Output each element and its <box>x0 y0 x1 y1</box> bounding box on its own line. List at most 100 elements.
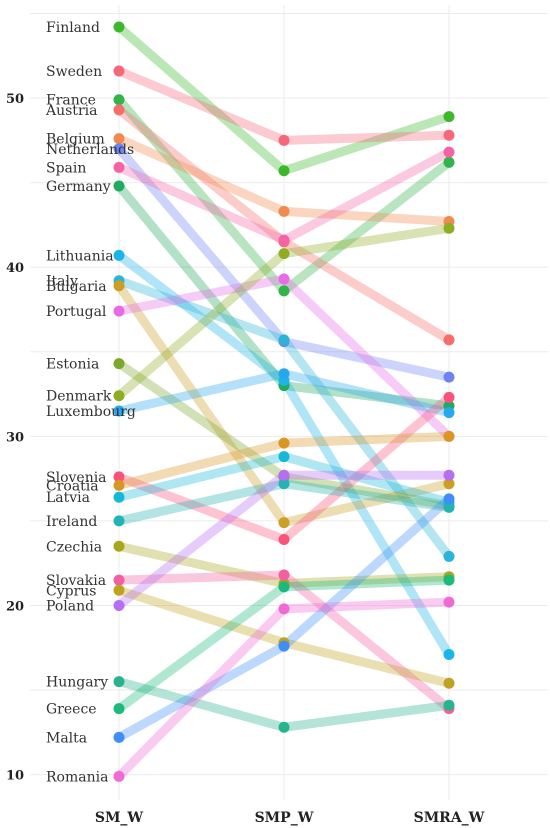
y-tick-label: 40 <box>6 261 24 276</box>
data-point <box>113 280 125 292</box>
y-tick-label: 30 <box>6 430 24 445</box>
data-point <box>443 649 455 661</box>
data-point <box>113 479 125 491</box>
country-label: Romania <box>46 769 108 785</box>
data-point <box>278 205 290 217</box>
country-label: Spain <box>46 160 86 176</box>
data-point <box>278 640 290 652</box>
y-tick-label: 20 <box>6 599 24 614</box>
data-point <box>443 407 455 419</box>
country-label: Belgium <box>46 132 105 148</box>
country-label: Denmark <box>46 389 112 405</box>
data-point <box>443 493 455 505</box>
country-label: Hungary <box>46 675 108 691</box>
country-label: Lithuania <box>46 248 114 264</box>
data-point <box>278 603 290 615</box>
data-point <box>113 21 125 33</box>
data-point <box>278 451 290 463</box>
country-label: Croatia <box>46 478 99 494</box>
data-point <box>278 478 290 490</box>
data-point <box>278 368 290 380</box>
data-point <box>113 515 125 527</box>
country-label: Czechia <box>46 539 102 555</box>
country-label: Austria <box>45 103 97 119</box>
y-tick-label: 50 <box>6 92 24 107</box>
data-point <box>113 584 125 596</box>
country-label: Latvia <box>46 490 90 506</box>
x-tick-label: SMRA_W <box>414 810 485 826</box>
country-label: Slovakia <box>46 573 106 589</box>
data-point <box>443 334 455 346</box>
data-point <box>113 161 125 173</box>
data-point <box>113 599 125 611</box>
data-point <box>278 469 290 481</box>
series-points <box>113 21 455 782</box>
country-label: Greece <box>46 702 97 718</box>
data-point <box>443 156 455 168</box>
data-point <box>278 721 290 733</box>
data-point <box>443 111 455 123</box>
country-label: Germany <box>46 179 111 195</box>
country-label: Bulgaria <box>46 279 107 295</box>
data-point <box>278 334 290 346</box>
data-point <box>113 104 125 116</box>
country-label: Finland <box>46 20 100 36</box>
data-point <box>443 501 455 513</box>
data-point <box>278 134 290 146</box>
data-point <box>443 699 455 711</box>
country-label: Slovenia <box>46 470 107 486</box>
data-point <box>113 65 125 77</box>
x-tick-label: SM_W <box>95 810 144 826</box>
data-point <box>278 569 290 581</box>
data-point <box>443 430 455 442</box>
data-point <box>113 305 125 317</box>
data-point <box>278 248 290 260</box>
country-label: Cyprus <box>46 583 96 599</box>
data-point <box>113 133 125 145</box>
data-point <box>113 390 125 402</box>
axis-labels: 10 20 30 40 50 SM_W SMP_W SMRA_W <box>6 92 485 826</box>
data-point <box>278 285 290 297</box>
data-point <box>113 405 125 417</box>
data-point <box>113 249 125 261</box>
data-point <box>443 129 455 141</box>
data-point <box>278 165 290 177</box>
country-label: Estonia <box>46 357 99 373</box>
data-point <box>113 471 125 483</box>
data-point <box>443 478 455 490</box>
data-point <box>443 469 455 481</box>
country-label: Italy <box>46 274 78 290</box>
country-label: Malta <box>46 730 87 746</box>
data-point <box>443 677 455 689</box>
data-point <box>113 676 125 688</box>
data-point <box>278 234 290 246</box>
data-point <box>278 437 290 449</box>
data-point <box>113 143 125 155</box>
country-label: Sweden <box>46 64 102 80</box>
data-point <box>443 550 455 562</box>
data-point <box>113 491 125 503</box>
data-point <box>278 534 290 546</box>
data-point <box>113 731 125 743</box>
data-point <box>113 180 125 192</box>
data-point <box>443 574 455 586</box>
data-point <box>113 703 125 715</box>
data-point <box>278 581 290 593</box>
country-label: Poland <box>46 598 94 614</box>
y-tick-label: 10 <box>6 769 24 784</box>
country-label: France <box>46 93 96 109</box>
country-label: Luxembourg <box>46 404 136 420</box>
x-tick-label: SMP_W <box>255 810 314 826</box>
data-point <box>278 517 290 529</box>
country-label: Ireland <box>46 514 97 530</box>
country-label: Portugal <box>46 304 107 320</box>
data-point <box>113 358 125 370</box>
data-point <box>113 94 125 106</box>
data-point <box>443 391 455 403</box>
data-point <box>113 540 125 552</box>
data-point <box>443 596 455 608</box>
country-label: Netherlands <box>46 142 134 158</box>
data-point <box>443 146 455 158</box>
data-point <box>113 770 125 782</box>
